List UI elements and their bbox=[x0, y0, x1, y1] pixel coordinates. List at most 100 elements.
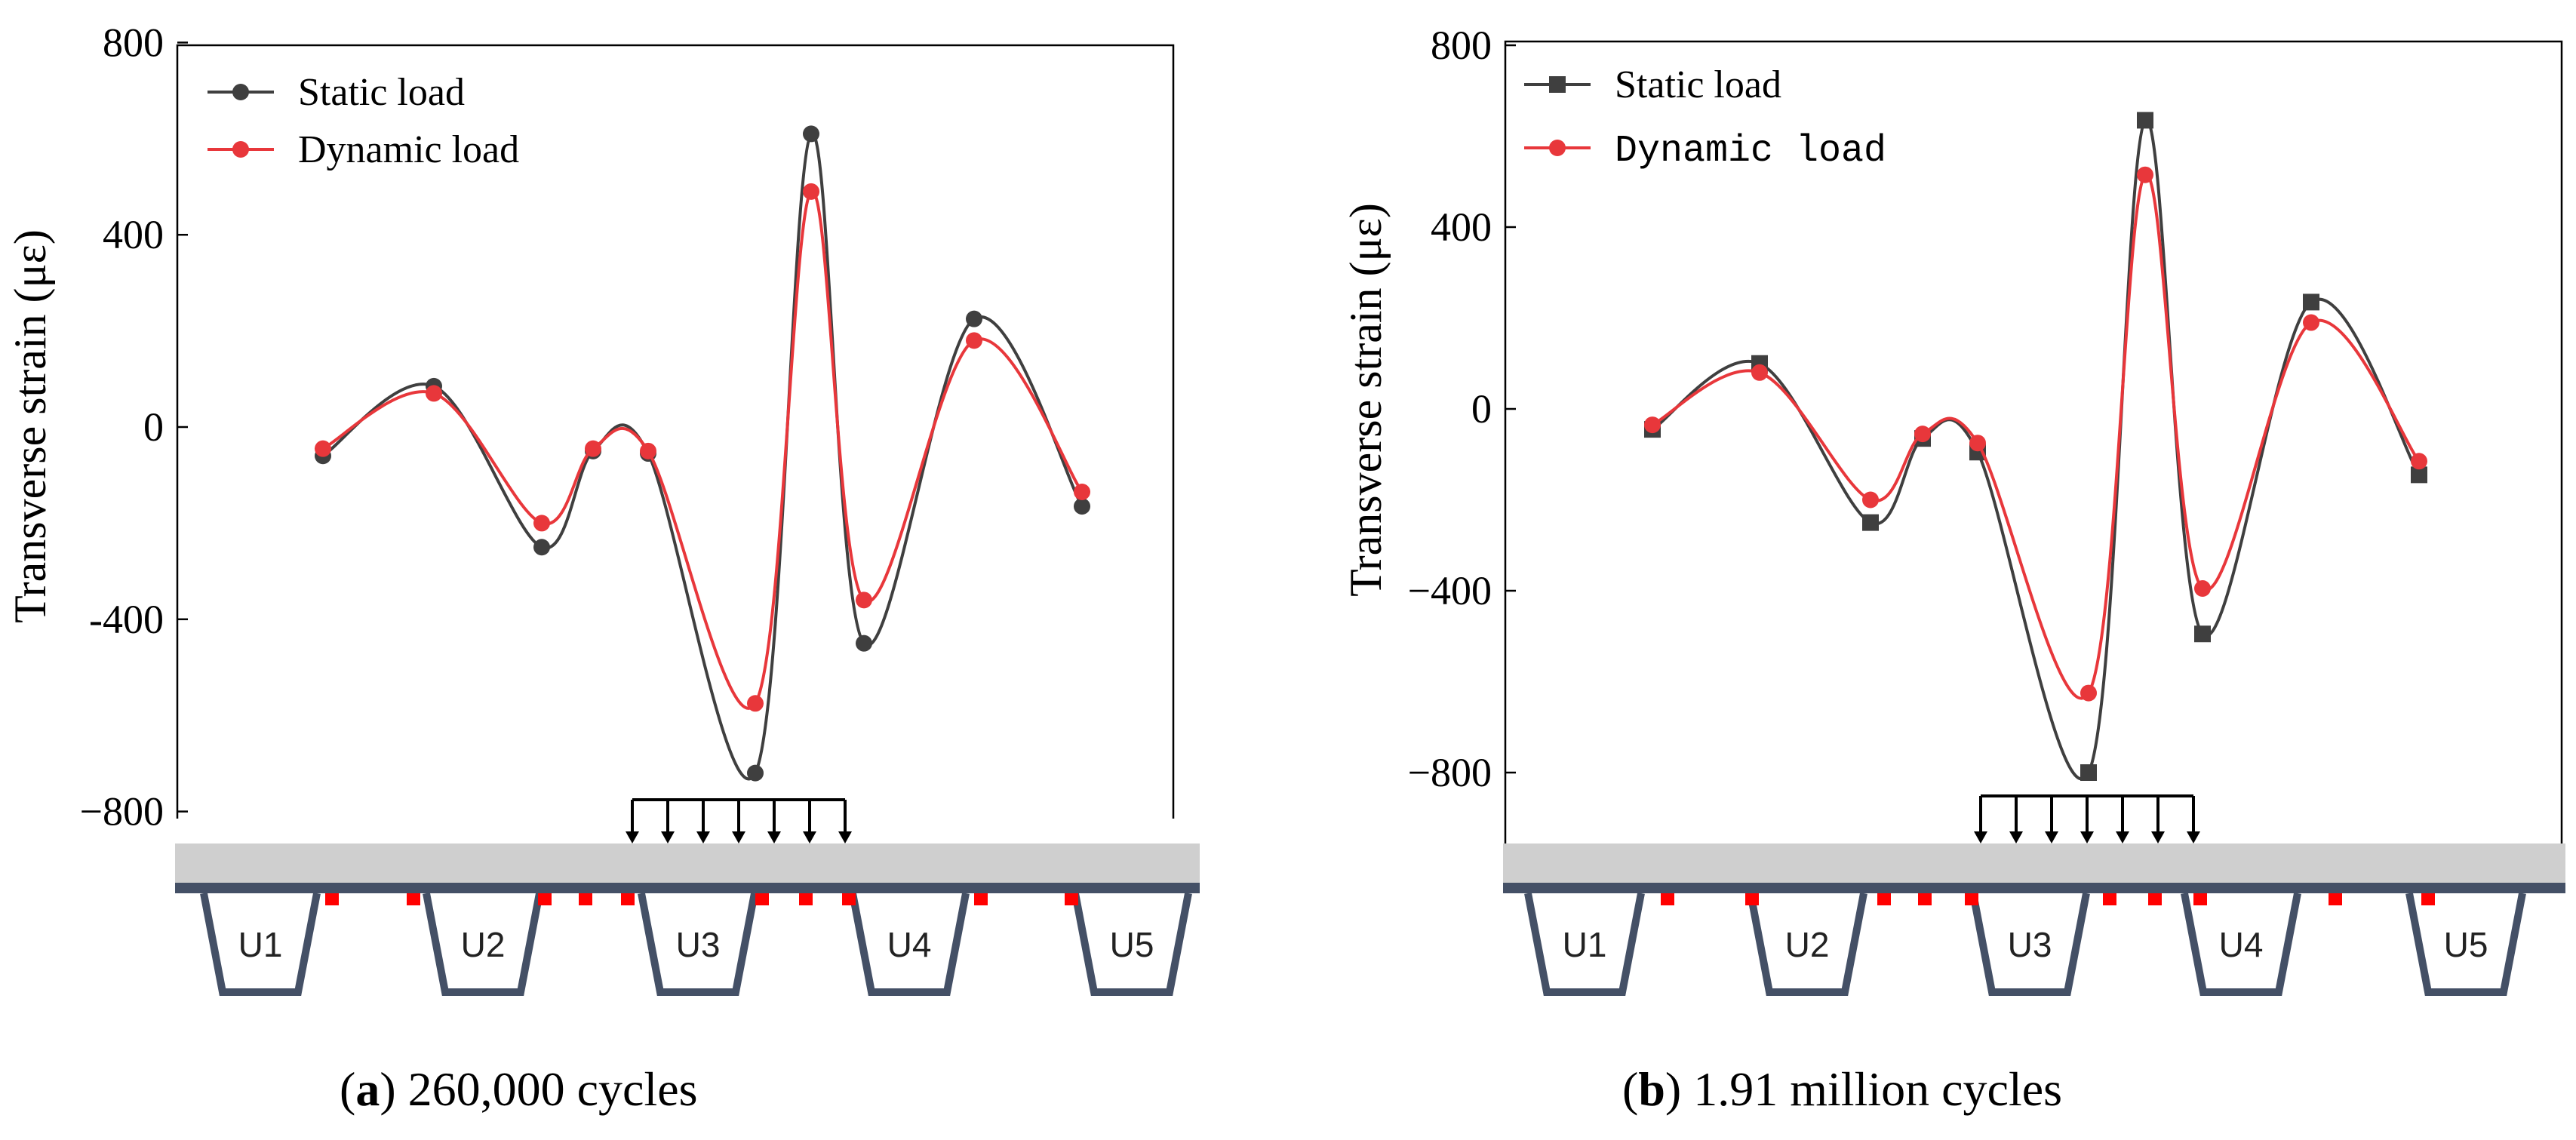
u-rib bbox=[849, 893, 970, 996]
strain-gauge bbox=[2148, 893, 2162, 905]
legend-dynamic-label: Dynamic load bbox=[1615, 130, 1886, 173]
u-rib-label: U1 bbox=[238, 925, 283, 964]
legend-marker bbox=[232, 84, 249, 100]
u-rib bbox=[638, 893, 758, 996]
strain-gauge bbox=[407, 893, 420, 905]
strain-gauge bbox=[325, 893, 339, 905]
strain-gauge bbox=[621, 893, 635, 905]
static-load-point bbox=[1862, 514, 1879, 531]
caption-text: 1.91 million cycles bbox=[1681, 1062, 2062, 1116]
dynamic-load-point bbox=[1644, 416, 1661, 434]
strain-gauge bbox=[974, 893, 988, 905]
u-rib-label: U1 bbox=[1563, 925, 1607, 964]
load-arrow-head bbox=[838, 831, 852, 843]
strain-gauge bbox=[799, 893, 813, 905]
deck-plate bbox=[175, 883, 1200, 893]
caption-text: 260,000 cycles bbox=[396, 1062, 698, 1116]
dynamic-load-point bbox=[803, 183, 819, 200]
strain-gauge bbox=[755, 893, 769, 905]
dynamic-load-point bbox=[1862, 491, 1879, 509]
strain-gauge bbox=[1745, 893, 1759, 905]
legend-marker bbox=[232, 141, 249, 158]
u-rib bbox=[2405, 893, 2526, 996]
chart-panel-b: 800 400 0 −400 −800 Transverse strain (με) Sta… bbox=[1341, 23, 2565, 1116]
dynamic-load-point bbox=[640, 442, 656, 459]
static-load-point bbox=[533, 539, 550, 556]
y-tick-label: −400 bbox=[1408, 568, 1492, 613]
static-load-point bbox=[2194, 625, 2211, 643]
y-tick-label: 400 bbox=[103, 212, 164, 257]
legend-marker bbox=[1549, 76, 1566, 93]
legend-dynamic-label: Dynamic load bbox=[298, 128, 519, 171]
strain-gauge bbox=[2103, 893, 2116, 905]
caption-open-paren: ( bbox=[340, 1062, 355, 1116]
dynamic-load-point bbox=[2411, 453, 2427, 470]
load-arrow-head bbox=[626, 831, 639, 843]
caption-open-paren: ( bbox=[1622, 1062, 1638, 1116]
static-load-point bbox=[803, 125, 819, 143]
static-load-line bbox=[1651, 118, 2421, 781]
panel-caption: (b) 1.91 million cycles bbox=[1622, 1062, 2062, 1116]
u-rib-label: U3 bbox=[2008, 925, 2052, 964]
plot-frame bbox=[176, 44, 1175, 819]
load-arrow-head bbox=[2187, 831, 2200, 843]
static-load-point bbox=[1074, 498, 1090, 515]
dynamic-load-point bbox=[426, 385, 442, 402]
u-rib-label: U5 bbox=[1110, 925, 1154, 964]
y-tick-label: −800 bbox=[80, 789, 164, 834]
dynamic-load-point bbox=[966, 332, 982, 349]
static-load-point bbox=[2080, 764, 2097, 781]
deck-plate bbox=[1503, 883, 2565, 893]
load-arrow-head bbox=[2080, 831, 2094, 843]
strain-gauge bbox=[2421, 893, 2435, 905]
y-tick-label: 400 bbox=[1431, 204, 1492, 250]
y-tick-label: -400 bbox=[89, 597, 164, 642]
static-load-point bbox=[2303, 293, 2319, 311]
y-tick-label: 0 bbox=[1471, 386, 1492, 432]
strain-gauge bbox=[1918, 893, 1932, 905]
load-arrow-head bbox=[767, 831, 781, 843]
dynamic-load-point bbox=[1074, 483, 1090, 500]
u-rib bbox=[2181, 893, 2301, 996]
legend-static-label: Static load bbox=[298, 71, 465, 114]
y-tick-label: 0 bbox=[143, 404, 164, 450]
strain-gauge bbox=[1965, 893, 1978, 905]
deck-slab bbox=[1503, 843, 2565, 883]
static-load-point bbox=[856, 635, 872, 652]
deck-slab bbox=[175, 843, 1200, 883]
u-rib-label: U2 bbox=[1785, 925, 1830, 964]
y-axis-title: Transverse strain (με) bbox=[1341, 203, 1391, 597]
y-tick-label: 800 bbox=[1431, 23, 1492, 68]
dynamic-load-point bbox=[533, 515, 550, 532]
chart-panel-a: 800 400 0 -400 −800 Transverse strain (με) Sta… bbox=[5, 20, 1200, 1116]
static-load-point bbox=[2411, 466, 2427, 484]
dynamic-load-line bbox=[322, 189, 1084, 710]
u-rib bbox=[1747, 893, 1867, 996]
static-load-point bbox=[747, 764, 764, 782]
dynamic-load-point bbox=[747, 695, 764, 712]
u-rib bbox=[1969, 893, 2090, 996]
u-rib-label: U3 bbox=[676, 925, 721, 964]
y-tick-label: −800 bbox=[1408, 750, 1492, 795]
dynamic-load-point bbox=[2303, 314, 2319, 331]
y-tick-label: 800 bbox=[103, 20, 164, 65]
y-axis-title: Transverse strain (με) bbox=[5, 229, 55, 623]
strain-gauge bbox=[1877, 893, 1891, 905]
load-arrow-head bbox=[2045, 831, 2058, 843]
panel-caption: (a) 260,000 cycles bbox=[340, 1062, 698, 1116]
dynamic-load-line bbox=[1652, 173, 2421, 700]
strain-gauge bbox=[538, 893, 552, 905]
load-arrow-head bbox=[2009, 831, 2023, 843]
static-load-line bbox=[321, 131, 1084, 781]
u-rib-label: U4 bbox=[2219, 925, 2264, 964]
load-arrow-head bbox=[696, 831, 710, 843]
dynamic-load-point bbox=[585, 440, 601, 457]
strain-gauge bbox=[842, 893, 856, 905]
u-rib bbox=[1071, 893, 1192, 996]
dynamic-load-point bbox=[856, 592, 872, 609]
u-rib-label: U5 bbox=[2444, 925, 2488, 964]
load-arrow-head bbox=[2116, 831, 2129, 843]
dynamic-load-point bbox=[2137, 166, 2153, 183]
u-rib-label: U2 bbox=[461, 925, 506, 964]
